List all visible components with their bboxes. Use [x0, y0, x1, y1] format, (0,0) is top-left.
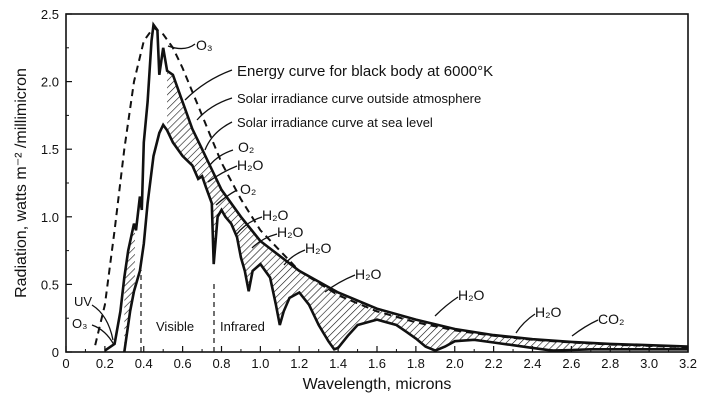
y-tick-label: 0 [52, 345, 59, 360]
label-visible: Visible [156, 319, 194, 334]
sea-level-curve [123, 122, 688, 352]
label-o2-b: O₂ [240, 181, 256, 197]
label-infrared: Infrared [220, 319, 265, 334]
label-o2-a: O₂ [238, 139, 254, 155]
x-tick-label: 3.2 [679, 356, 697, 371]
y-tick-label: 1.5 [41, 142, 59, 157]
label-h2o-7: H₂O [535, 304, 562, 320]
x-tick-label: 1.8 [407, 356, 425, 371]
y-tick-label: 2.5 [41, 7, 59, 22]
x-tick-label: 2.6 [562, 356, 580, 371]
label-h2o-5: H₂O [355, 266, 382, 282]
x-tick-label: 1.0 [251, 356, 269, 371]
x-tick-label: 1.4 [329, 356, 347, 371]
x-tick-label: 2.0 [446, 356, 464, 371]
x-tick-label: 2.2 [485, 356, 503, 371]
label-h2o-1: H₂O [237, 157, 264, 173]
sea-level-legend-label: Solar irradiance curve at sea level [237, 115, 433, 130]
axes: 0 0.2 0.4 0.6 0.8 1.0 1.2 1.4 1.6 1.8 2.0 2.2 2.4 2.6… [41, 7, 697, 371]
blackbody-legend-label: Energy curve for black body at 6000°K [237, 63, 493, 80]
uv-hatched-area [124, 223, 135, 352]
absorption-hatched-area [167, 70, 688, 351]
x-tick-label: 2.4 [523, 356, 541, 371]
label-h2o-4: H₂O [305, 240, 332, 256]
label-co2: CO₂ [598, 311, 624, 327]
label-h2o-6: H₂O [458, 287, 485, 303]
outside-atmosphere-legend-label: Solar irradiance curve outside atmospher… [237, 91, 481, 106]
x-tick-label: 0.6 [174, 356, 192, 371]
y-tick-label: 2.0 [41, 75, 59, 90]
label-uv: UV [74, 294, 92, 309]
y-tick-label: 1.0 [41, 210, 59, 225]
x-tick-label: 0 [62, 356, 69, 371]
x-tick-label: 3.0 [640, 356, 658, 371]
x-tick-label: 1.6 [368, 356, 386, 371]
x-axis-title: Wavelength, microns [303, 376, 452, 393]
y-tick-label: 0.5 [41, 277, 59, 292]
outside-atmosphere-curve [104, 21, 688, 352]
x-tick-label: 0.4 [135, 356, 153, 371]
label-h2o-2: H₂O [262, 207, 289, 223]
label-o3-top: O₃ [196, 37, 213, 53]
annotation-leaders [91, 43, 599, 346]
label-o3-bottom: O₃ [72, 316, 87, 331]
x-tick-label: 0.2 [96, 356, 114, 371]
label-h2o-3: H₂O [277, 224, 304, 240]
y-axis-title: Radiation, watts m⁻² /millimicron [13, 68, 30, 298]
x-tick-label: 0.8 [212, 356, 230, 371]
x-tick-label: 1.2 [290, 356, 308, 371]
x-tick-label: 2.8 [601, 356, 619, 371]
